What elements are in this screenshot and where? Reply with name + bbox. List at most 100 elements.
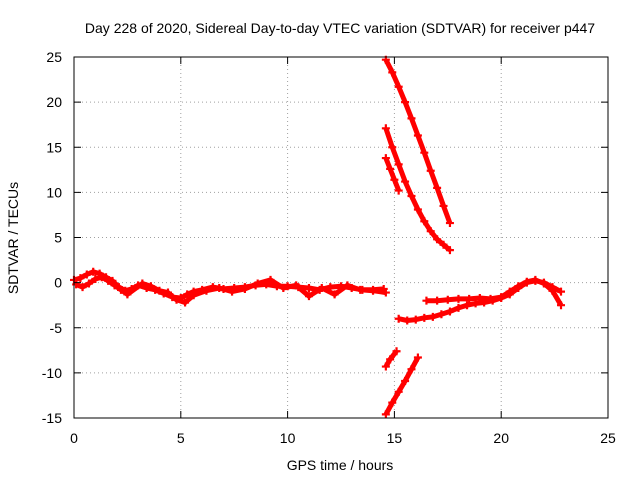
y-tick-label: 25 <box>46 49 62 65</box>
data-point <box>388 68 397 77</box>
x-tick-label: 5 <box>177 430 185 446</box>
data-point <box>394 82 403 91</box>
data-point <box>413 353 422 362</box>
data-point <box>522 277 531 286</box>
data-point <box>394 186 403 195</box>
data-point <box>548 286 557 295</box>
data-point <box>266 275 275 284</box>
data-point <box>401 98 410 107</box>
data-point <box>317 284 326 293</box>
grid <box>74 57 608 418</box>
data-point <box>465 294 474 303</box>
data-point <box>422 296 431 305</box>
data-point <box>84 279 93 288</box>
series-negative-short-arc <box>381 347 401 371</box>
data-point <box>104 276 113 285</box>
data-point <box>163 288 172 297</box>
x-axis-label: GPS time / hours <box>287 457 394 473</box>
series-short-arc <box>381 154 403 195</box>
data-point <box>155 286 164 295</box>
data-point <box>401 177 410 186</box>
data-point <box>475 293 484 302</box>
data-point <box>228 287 237 296</box>
data-point <box>394 314 403 323</box>
data-point <box>394 160 403 169</box>
data-point <box>420 148 429 157</box>
y-tick-label: -5 <box>50 320 63 336</box>
data-point <box>381 362 390 371</box>
data-point <box>433 235 442 244</box>
series-descending-arc-2 <box>381 124 454 255</box>
data-point <box>72 280 81 289</box>
data-point <box>91 275 100 284</box>
data-point <box>454 294 463 303</box>
data-point <box>514 282 523 291</box>
data-point <box>388 143 397 152</box>
data-point <box>557 287 566 296</box>
data-point <box>445 219 454 228</box>
data-point <box>454 303 463 312</box>
x-tick-label: 10 <box>280 430 296 446</box>
data-point <box>433 183 442 192</box>
y-tick-label: 20 <box>46 94 62 110</box>
x-tick-label: 15 <box>387 430 403 446</box>
data-point <box>240 284 249 293</box>
x-tick-label: 25 <box>600 430 616 446</box>
data-point <box>390 175 399 184</box>
data-point <box>369 286 378 295</box>
data-point <box>97 273 106 282</box>
data-point <box>403 316 412 325</box>
data-point <box>437 310 446 319</box>
data-point <box>202 286 211 295</box>
data-point <box>439 201 448 210</box>
data-point <box>486 294 495 303</box>
data-point <box>279 284 288 293</box>
y-tick-label: 15 <box>46 139 62 155</box>
y-tick-label: -10 <box>42 365 62 381</box>
data-point <box>89 267 98 276</box>
data-point <box>426 166 435 175</box>
y-tick-label: 0 <box>54 275 62 291</box>
data-point <box>411 315 420 324</box>
data-point <box>381 288 390 297</box>
series-descending-arc-1 <box>381 55 454 228</box>
data-point <box>386 164 395 173</box>
y-tick-label: 5 <box>54 230 62 246</box>
data-point <box>445 307 454 316</box>
data-point <box>505 287 514 296</box>
series-recovery-b <box>422 275 566 310</box>
x-tick-label: 0 <box>70 430 78 446</box>
data-point <box>426 227 435 236</box>
data-point <box>433 296 442 305</box>
y-tick-label: -15 <box>42 410 62 426</box>
axis-ticks: 0 5 10 15 20 25 -15 -10 -5 0 5 10 15 20 25 <box>42 49 616 446</box>
data-point <box>443 295 452 304</box>
data-point <box>413 131 422 140</box>
data-point <box>215 284 224 293</box>
data-point <box>394 387 403 396</box>
data-point <box>463 301 472 310</box>
data-point <box>392 347 401 356</box>
data-point <box>189 291 198 300</box>
data-point <box>146 282 155 291</box>
chart-title: Day 228 of 2020, Sidereal Day-to-day VTE… <box>85 20 595 36</box>
data-point <box>304 292 313 301</box>
series-trace <box>383 58 453 224</box>
data-point <box>381 154 390 163</box>
data-point <box>253 279 262 288</box>
data-point <box>330 290 339 299</box>
data-point <box>388 398 397 407</box>
series-trace <box>383 157 402 192</box>
data-point <box>420 313 429 322</box>
data-point <box>439 240 448 249</box>
series-trace <box>383 356 421 416</box>
data-point <box>386 355 395 364</box>
data-point <box>356 285 365 294</box>
data-point <box>82 270 91 279</box>
data-point <box>172 295 181 304</box>
data-point <box>531 275 540 284</box>
data-point <box>497 293 506 302</box>
series-negative-long-arc <box>381 353 422 419</box>
data-point <box>110 281 119 290</box>
